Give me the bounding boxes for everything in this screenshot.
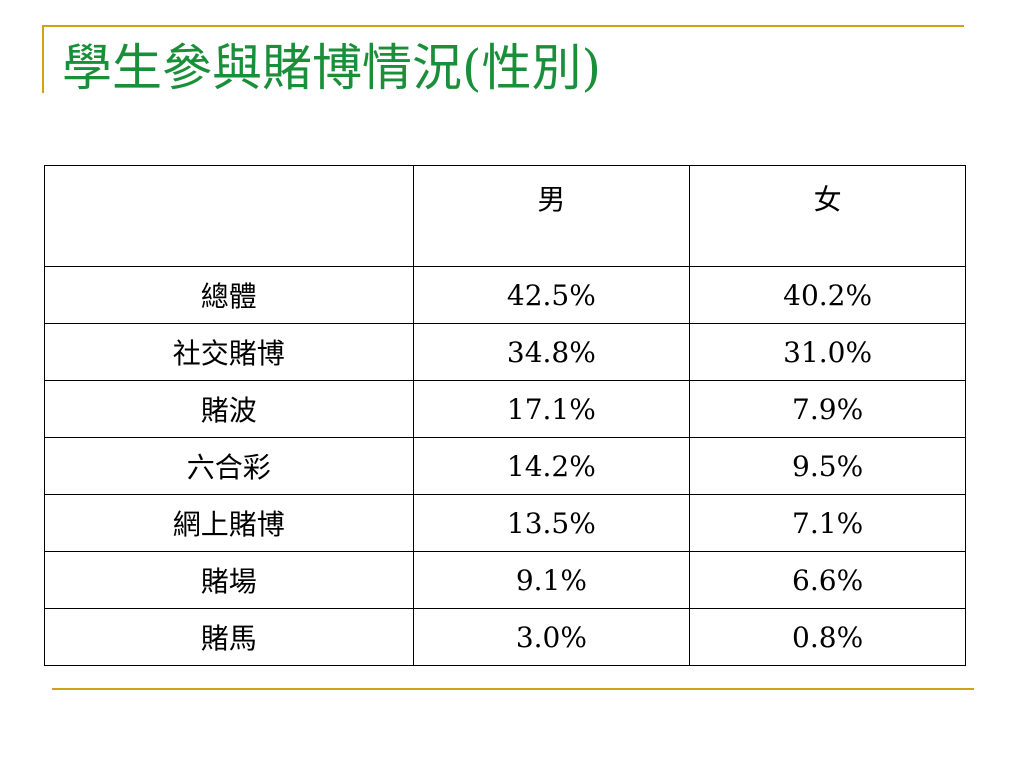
female-value: 9.5% [689, 437, 966, 495]
male-value: 14.2% [412, 437, 691, 495]
top-accent-rule [42, 25, 964, 27]
table-row: 網上賭博 13.5% 7.1% [44, 494, 966, 552]
gambling-by-gender-table: 男 女 總體 42.5% 40.2% 社交賭博 34.8% 31.0% 賭波 1… [44, 165, 966, 666]
male-value: 17.1% [412, 380, 691, 438]
male-value: 3.0% [412, 608, 691, 666]
female-value: 31.0% [689, 323, 966, 381]
female-value: 7.1% [689, 494, 966, 552]
table-header-row: 男 女 [44, 165, 966, 267]
male-value: 34.8% [412, 323, 691, 381]
male-value: 13.5% [412, 494, 691, 552]
left-accent-rule [42, 25, 44, 93]
female-value: 40.2% [689, 266, 966, 324]
female-value: 6.6% [689, 551, 966, 609]
male-value: 42.5% [412, 266, 691, 324]
table-row: 六合彩 14.2% 9.5% [44, 437, 966, 495]
male-value: 9.1% [412, 551, 691, 609]
table-row: 總體 42.5% 40.2% [44, 266, 966, 324]
row-label: 總體 [44, 266, 414, 324]
table-row: 社交賭博 34.8% 31.0% [44, 323, 966, 381]
slide-title: 學生參與賭博情況(性別) [62, 39, 602, 97]
bottom-accent-rule [52, 688, 974, 690]
row-label: 網上賭博 [44, 494, 414, 552]
row-label: 賭波 [44, 380, 414, 438]
row-label: 賭馬 [44, 608, 414, 666]
female-value: 7.9% [689, 380, 966, 438]
row-label: 賭場 [44, 551, 414, 609]
female-value: 0.8% [689, 608, 966, 666]
table-row: 賭場 9.1% 6.6% [44, 551, 966, 609]
header-empty-cell [44, 165, 414, 267]
row-label: 六合彩 [44, 437, 414, 495]
header-female: 女 [689, 165, 966, 267]
table-row: 賭波 17.1% 7.9% [44, 380, 966, 438]
header-male: 男 [412, 165, 691, 267]
row-label: 社交賭博 [44, 323, 414, 381]
table-row: 賭馬 3.0% 0.8% [44, 608, 966, 666]
